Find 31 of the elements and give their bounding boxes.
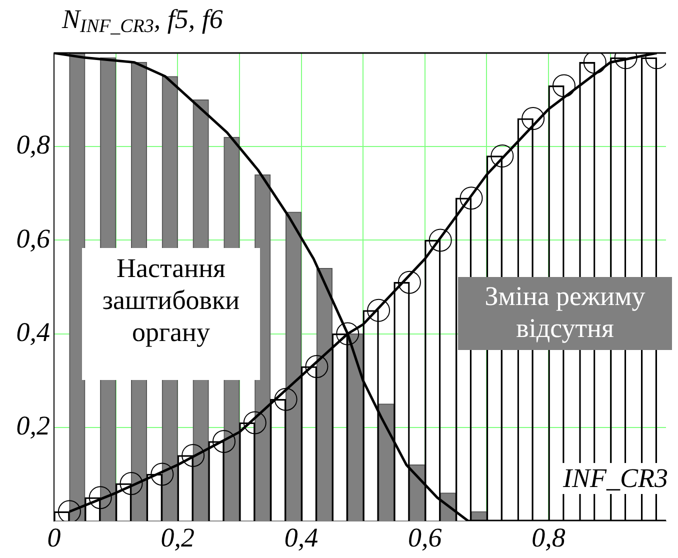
y-tick-label: 0,4 xyxy=(16,316,50,347)
x-tick-label: 0,2 xyxy=(160,522,195,552)
point xyxy=(305,355,328,378)
point xyxy=(182,444,205,467)
point xyxy=(150,462,174,486)
y-tick-label: 0,6 xyxy=(16,223,50,254)
point xyxy=(212,430,236,453)
point xyxy=(490,144,514,168)
point xyxy=(398,270,421,294)
point xyxy=(428,228,452,252)
x-tick-label: 0,4 xyxy=(284,522,318,552)
x-tick-label: 0 xyxy=(47,522,62,552)
point xyxy=(336,322,360,346)
point xyxy=(583,53,606,74)
point xyxy=(552,74,576,98)
x-tick-label: 0,8 xyxy=(532,522,566,552)
point xyxy=(120,472,143,496)
point xyxy=(367,298,390,322)
annotation: Зміна режиму відсутня xyxy=(458,277,672,350)
y-tick-label: 0,8 xyxy=(16,130,50,160)
point xyxy=(88,486,112,510)
point xyxy=(243,411,266,434)
point xyxy=(522,107,545,130)
y-tick-label: 0,2 xyxy=(16,410,50,440)
x-axis-title: INF_CR3 xyxy=(559,463,672,494)
point xyxy=(58,500,81,521)
annotation: Настання заштибовки органу xyxy=(82,248,260,380)
x-tick-label: 0,6 xyxy=(408,522,442,552)
point xyxy=(460,186,483,210)
point xyxy=(274,388,298,411)
y-axis-title: N$_{INF_CR3}$, f5, f6 xyxy=(62,4,223,38)
